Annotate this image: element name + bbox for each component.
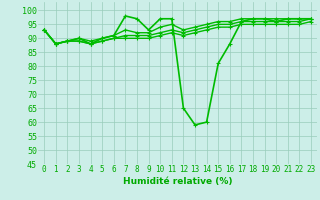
X-axis label: Humidité relative (%): Humidité relative (%)	[123, 177, 232, 186]
